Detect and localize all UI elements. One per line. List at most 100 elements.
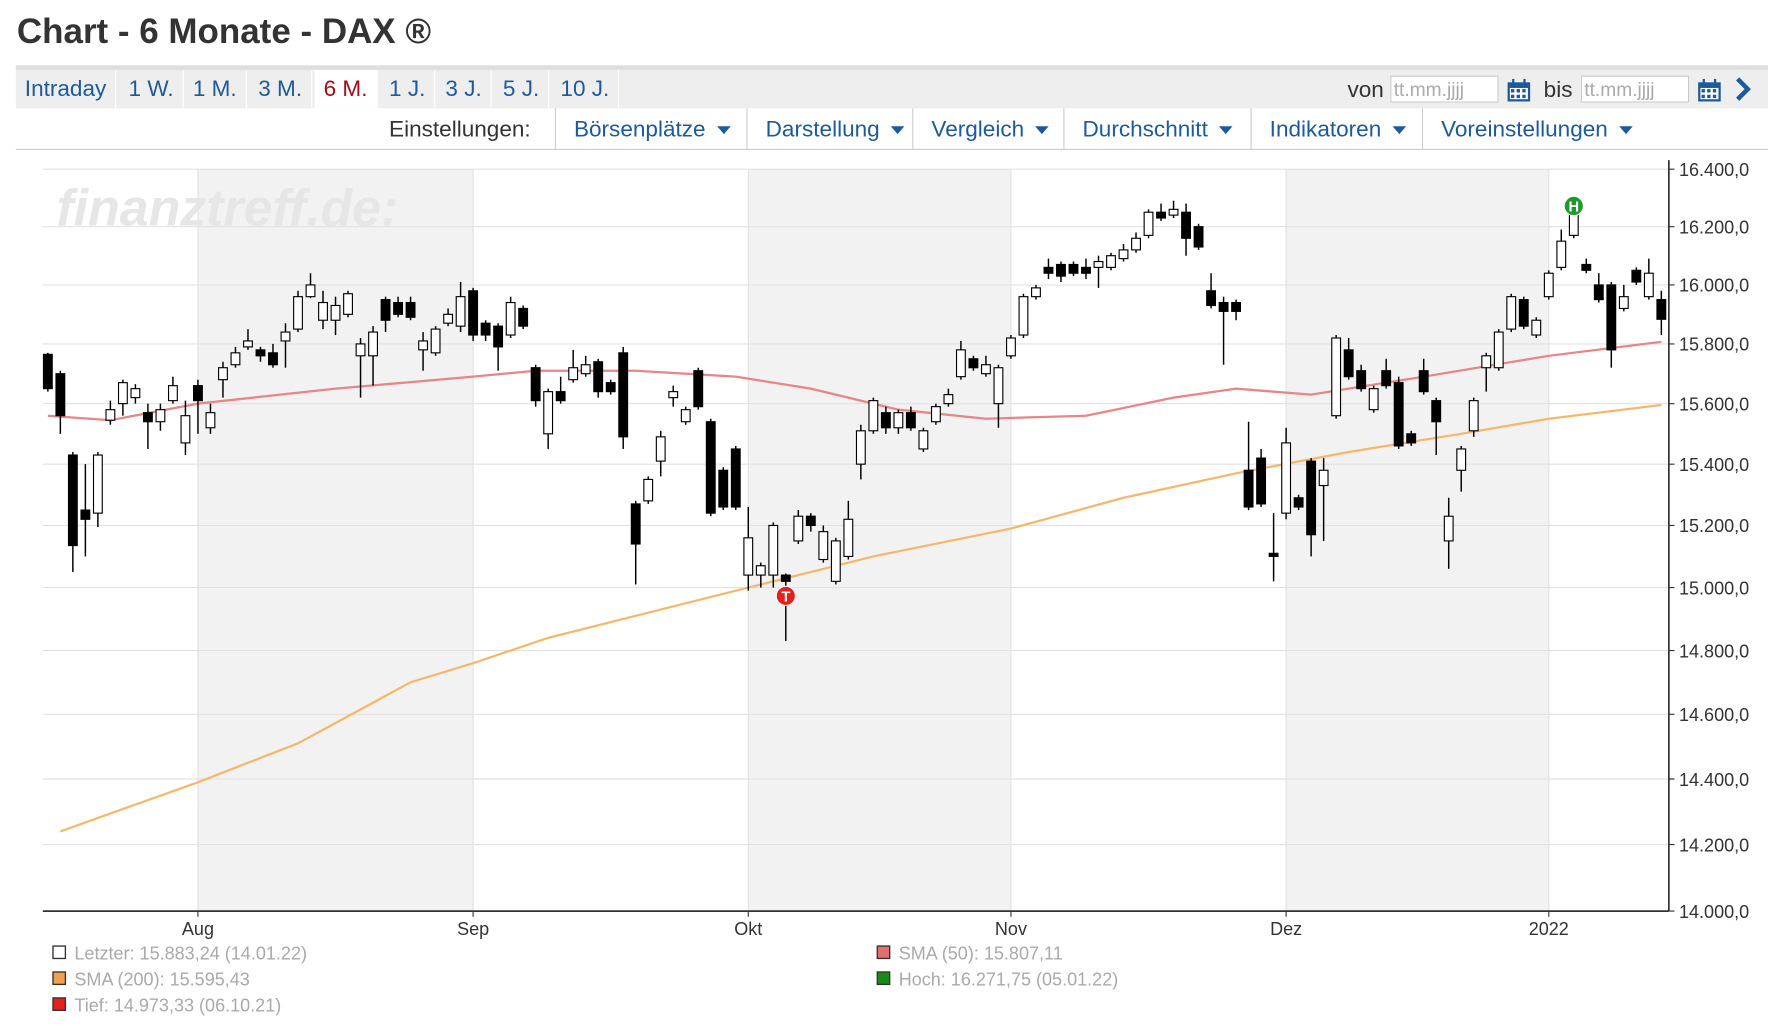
candle-body	[943, 394, 954, 405]
y-tick-label: 14.200,0	[1679, 835, 1749, 855]
period-tab[interactable]: 6 M.	[314, 69, 378, 109]
candle-body	[518, 307, 529, 327]
candle-body	[1031, 287, 1041, 298]
candle-body	[218, 367, 228, 381]
settings-menu[interactable]: Börsenplätze	[554, 108, 749, 149]
candle-body	[1206, 290, 1217, 307]
y-tick-label: 15.200,0	[1679, 516, 1749, 536]
candle-body	[818, 531, 829, 561]
candle-body	[705, 421, 716, 514]
period-tab[interactable]: 10 J.	[551, 69, 620, 109]
candle-body	[1118, 249, 1129, 260]
candle-body	[605, 382, 616, 393]
settings-menu[interactable]: Durchschnitt	[1063, 108, 1250, 149]
candle-body	[805, 515, 816, 527]
candle-body	[92, 454, 103, 514]
candle-body	[1068, 263, 1079, 274]
candle-body	[1281, 442, 1292, 514]
candle-body	[1168, 208, 1179, 216]
period-tab[interactable]: 1 W.	[120, 69, 184, 109]
candle-body	[368, 331, 378, 357]
candle-body	[780, 574, 791, 582]
separator	[15, 65, 1768, 70]
y-tick-label: 15.600,0	[1679, 394, 1749, 414]
candle-body	[568, 367, 579, 381]
candle-body	[405, 301, 416, 318]
candle-body	[80, 509, 91, 520]
period-tab[interactable]: 1 J.	[380, 69, 436, 109]
candle-body	[543, 391, 554, 435]
candle-body	[1381, 370, 1392, 387]
y-tick-label: 16.200,0	[1679, 217, 1749, 237]
month-shade	[748, 169, 1011, 912]
candle-body	[643, 478, 654, 502]
period-tab[interactable]: 3 J.	[436, 69, 492, 109]
from-label: von	[1347, 77, 1384, 103]
x-tick-label: 2022	[1529, 919, 1569, 939]
settings-menu[interactable]: Darstellung	[746, 108, 922, 149]
candle-body	[393, 301, 404, 315]
calendar-icon[interactable]	[1505, 77, 1532, 104]
candle-body	[530, 367, 541, 402]
candle-body	[1006, 337, 1016, 357]
legend-label: SMA (200): 15.595,43	[74, 970, 249, 990]
candle-body	[480, 322, 491, 336]
candle-body	[630, 503, 641, 545]
candle-body	[1606, 284, 1617, 351]
moving-average-line	[47, 340, 1662, 422]
month-shade	[1286, 169, 1549, 912]
candle-body	[430, 328, 441, 354]
candle-body	[980, 364, 991, 375]
calendar-icon[interactable]	[1696, 77, 1723, 104]
candle-body	[1106, 255, 1116, 268]
candle-body	[130, 388, 141, 399]
candle-body	[680, 409, 691, 423]
candle-body	[843, 518, 854, 557]
candle-body	[1656, 299, 1667, 320]
extreme-marker-label: H	[1569, 200, 1580, 216]
candle-body	[1481, 355, 1492, 369]
period-tab[interactable]: 1 M.	[184, 69, 247, 109]
candle-body	[117, 382, 128, 405]
submit-arrow[interactable]	[1732, 76, 1755, 103]
candle-body	[1581, 263, 1592, 271]
candle-body	[330, 304, 341, 321]
candle-body	[167, 385, 178, 402]
extreme-marker-label: T	[781, 590, 790, 606]
candle-body	[1081, 266, 1091, 274]
y-tick-label: 15.800,0	[1679, 335, 1749, 355]
legend-swatch	[52, 971, 67, 986]
candle-body	[930, 406, 941, 423]
candle-body	[768, 524, 779, 576]
x-tick-label: Dez	[1270, 919, 1302, 939]
y-tick-label: 15.000,0	[1679, 578, 1749, 598]
candle-body	[305, 284, 316, 298]
to-input[interactable]: tt.mm.jjjj	[1580, 75, 1690, 103]
settings-bar: Einstellungen: Börsenplätze Darstellung Ve…	[15, 108, 1768, 150]
period-tab[interactable]: 5 J.	[494, 69, 550, 109]
candle-body	[155, 409, 166, 423]
candle-body	[1268, 552, 1279, 557]
candle-body	[355, 343, 366, 357]
candle-body	[1643, 272, 1654, 298]
candle-body	[1156, 211, 1166, 219]
candle-body	[180, 415, 191, 444]
candle-body	[255, 349, 266, 357]
candle-body	[343, 293, 353, 315]
settings-menu[interactable]: Voreinstellungen	[1421, 108, 1651, 149]
page-title: Chart - 6 Monate - DAX ®	[16, 11, 432, 51]
period-tab[interactable]: Intraday	[16, 69, 117, 109]
candle-body	[380, 299, 391, 321]
period-tab[interactable]: 3 M.	[249, 69, 313, 109]
candle-body	[830, 540, 841, 582]
candle-body	[1256, 457, 1267, 505]
from-input[interactable]: tt.mm.jjjj	[1390, 75, 1499, 103]
watermark: finanztreff.de:	[56, 179, 398, 237]
settings-menu[interactable]: Vergleich	[912, 108, 1067, 149]
candle-body	[280, 331, 291, 342]
settings-menu[interactable]: Indikatoren	[1250, 108, 1425, 149]
candle-body	[1443, 515, 1454, 542]
candle-body	[555, 391, 566, 402]
to-label: bis	[1543, 77, 1573, 103]
